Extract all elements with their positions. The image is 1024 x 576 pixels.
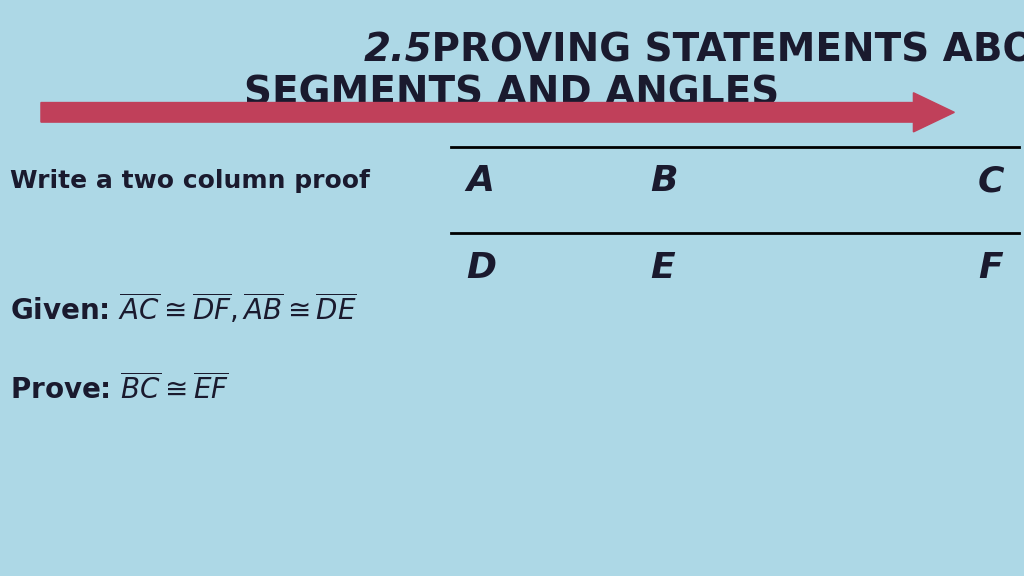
Text: 2.5: 2.5 [364,32,432,70]
Text: PROVING STATEMENTS ABOUT: PROVING STATEMENTS ABOUT [418,32,1024,70]
Text: D: D [466,251,496,285]
FancyArrow shape [41,93,954,132]
Text: SEGMENTS AND ANGLES: SEGMENTS AND ANGLES [245,75,779,113]
Text: Prove: $\overline{BC} \cong \overline{EF}$: Prove: $\overline{BC} \cong \overline{EF… [10,373,229,405]
Text: Write a two column proof: Write a two column proof [10,169,370,194]
Text: C: C [978,164,1005,199]
Text: A: A [466,164,494,199]
Text: Given: $\overline{AC} \cong \overline{DF}, \overline{AB} \cong \overline{DE}$: Given: $\overline{AC} \cong \overline{DF… [10,291,357,325]
Text: B: B [650,164,678,199]
Text: F: F [978,251,1002,285]
Text: E: E [650,251,675,285]
